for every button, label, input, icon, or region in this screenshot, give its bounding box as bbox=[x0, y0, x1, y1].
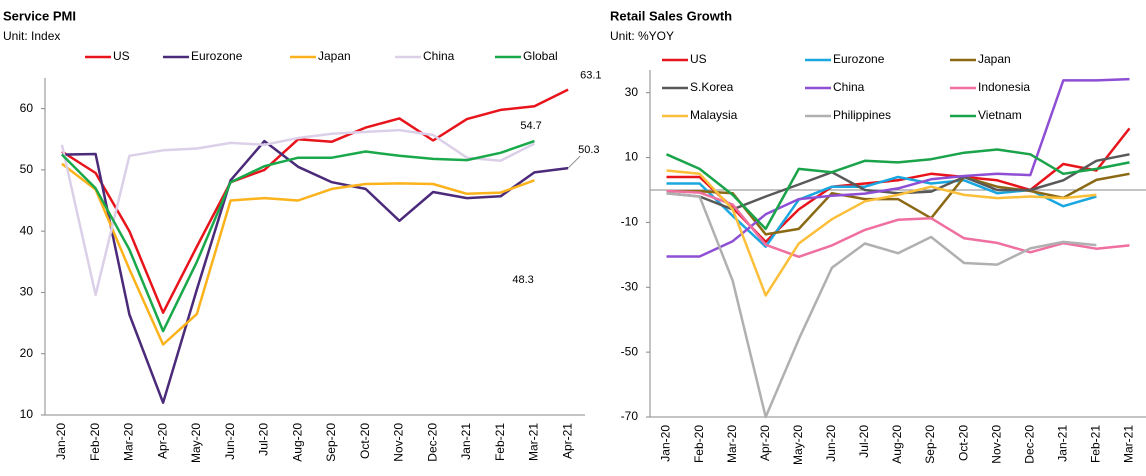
x-tick-label: Jul-20 bbox=[857, 425, 871, 458]
data-label: 54.7 bbox=[520, 120, 541, 132]
y-tick-label: 50 bbox=[20, 162, 34, 176]
x-tick-label: Sep-20 bbox=[923, 425, 937, 464]
series-line bbox=[61, 139, 535, 333]
x-tick-label: Apr-21 bbox=[560, 423, 574, 459]
x-tick-label: Nov-20 bbox=[392, 423, 406, 462]
x-tick-label: Dec-20 bbox=[1022, 425, 1036, 464]
y-tick-label: -50 bbox=[621, 344, 639, 358]
x-tick-label: Oct-20 bbox=[956, 425, 970, 461]
legend-label: US bbox=[113, 49, 130, 63]
legend-label: Malaysia bbox=[690, 108, 738, 122]
x-tick-label: Jan-20 bbox=[659, 425, 673, 462]
x-tick-label: Jun-20 bbox=[824, 425, 838, 462]
series-line bbox=[666, 127, 1131, 244]
series-line bbox=[666, 169, 1097, 297]
x-tick-label: Mar-20 bbox=[725, 425, 739, 463]
y-tick-label: 30 bbox=[20, 285, 34, 299]
data-label: 63.1 bbox=[580, 70, 601, 82]
legend-label: S.Korea bbox=[690, 80, 734, 94]
chart-title: Retail Sales Growth bbox=[610, 8, 732, 23]
legend-label: Japan bbox=[318, 49, 351, 63]
series-line bbox=[61, 139, 569, 404]
legend-label: Global bbox=[523, 49, 558, 63]
series-line bbox=[61, 88, 569, 314]
legend-label: Eurozone bbox=[833, 52, 885, 66]
y-tick-label: 60 bbox=[20, 101, 34, 115]
y-tick-label: 20 bbox=[20, 346, 34, 360]
legend-label: China bbox=[833, 80, 865, 94]
x-tick-label: Feb-21 bbox=[1089, 425, 1103, 463]
x-tick-label: Dec-20 bbox=[425, 423, 439, 462]
data-label: 50.3 bbox=[578, 144, 599, 156]
y-tick-label: 10 bbox=[20, 407, 34, 421]
y-tick-label: 30 bbox=[625, 85, 639, 99]
x-tick-label: Apr-20 bbox=[155, 423, 169, 459]
legend-label: Philippines bbox=[833, 108, 891, 122]
legend-label: Indonesia bbox=[978, 80, 1030, 94]
series-line bbox=[60, 128, 535, 297]
y-tick-label: -10 bbox=[621, 215, 639, 229]
x-tick-label: Jan-21 bbox=[459, 423, 473, 460]
x-tick-label: Jan-20 bbox=[54, 423, 68, 460]
legend-label: Vietnam bbox=[978, 108, 1022, 122]
y-tick-label: -30 bbox=[621, 279, 639, 293]
label-leader bbox=[567, 155, 581, 169]
x-tick-label: Feb-20 bbox=[88, 423, 102, 461]
x-tick-label: Jan-21 bbox=[1056, 425, 1070, 462]
x-tick-label: Jun-20 bbox=[223, 423, 237, 460]
x-tick-label: Mar-20 bbox=[122, 423, 136, 461]
series-line bbox=[666, 189, 1130, 259]
x-tick-label: Apr-20 bbox=[758, 425, 772, 461]
legend-label: China bbox=[423, 49, 455, 63]
x-tick-label: May-20 bbox=[189, 423, 203, 463]
series-line bbox=[61, 162, 535, 346]
y-tick-label: 10 bbox=[625, 150, 639, 164]
x-tick-label: Sep-20 bbox=[324, 423, 338, 462]
x-tick-label: May-20 bbox=[791, 425, 805, 465]
series-line bbox=[666, 77, 1130, 258]
data-label: 48.3 bbox=[512, 274, 533, 286]
legend-label: Japan bbox=[978, 52, 1011, 66]
x-tick-label: Feb-20 bbox=[692, 425, 706, 463]
chart-title: Service PMI bbox=[3, 8, 76, 23]
x-tick-label: Jul-20 bbox=[257, 423, 271, 456]
y-tick-label: 40 bbox=[20, 223, 34, 237]
series-line bbox=[665, 148, 1130, 231]
legend-label: US bbox=[690, 52, 707, 66]
x-tick-label: Nov-20 bbox=[989, 425, 1003, 464]
x-tick-label: Aug-20 bbox=[290, 423, 304, 462]
y-tick-label: -70 bbox=[621, 409, 639, 423]
x-tick-label: Feb-21 bbox=[493, 423, 507, 461]
chart-subtitle: Unit: %YOY bbox=[610, 29, 674, 43]
chart-subtitle: Unit: Index bbox=[3, 29, 60, 43]
series-line bbox=[666, 191, 1097, 419]
x-tick-label: Mar-21 bbox=[1122, 425, 1136, 463]
x-tick-label: Oct-20 bbox=[358, 423, 372, 459]
x-tick-label: Mar-21 bbox=[527, 423, 541, 461]
legend-label: Eurozone bbox=[191, 49, 243, 63]
x-tick-label: Aug-20 bbox=[890, 425, 904, 464]
